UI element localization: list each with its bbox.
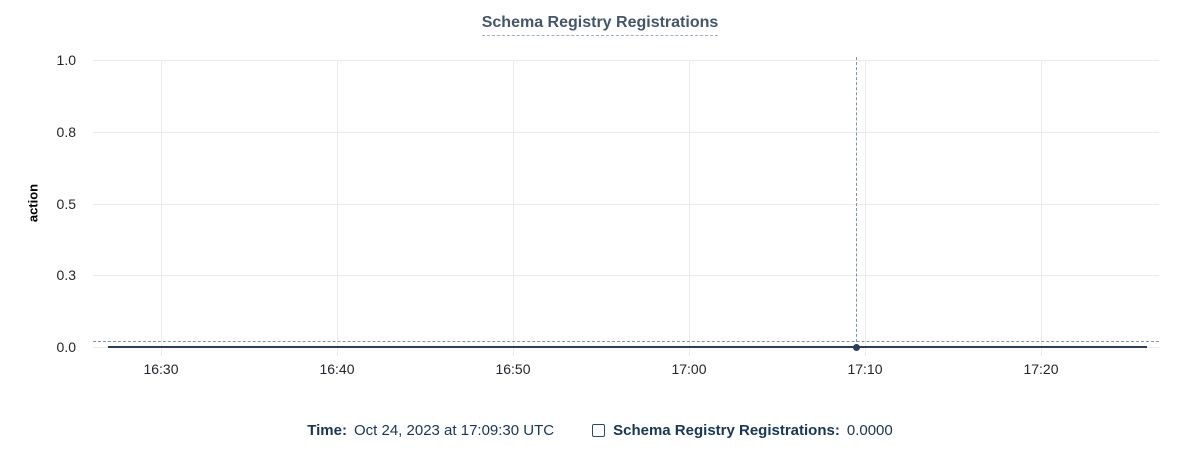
x-grid-line (865, 60, 866, 356)
y-grid-line (93, 275, 1159, 277)
y-tick-label: 0.8 (56, 123, 76, 140)
legend-item: Schema Registry Registrations: 0.0000 (592, 422, 893, 439)
x-tick-label: 16:40 (319, 361, 355, 377)
y-tick-label: 0.3 (56, 267, 76, 284)
legend-series-label[interactable]: Schema Registry Registrations: (613, 421, 840, 439)
series-line (108, 346, 1147, 348)
x-grid-line (161, 60, 162, 356)
x-tick-label: 16:30 (143, 361, 179, 377)
time-label: Time: (307, 421, 347, 439)
x-grid-line (689, 60, 690, 356)
legend-checkbox-icon[interactable] (592, 423, 606, 437)
time-value: Oct 24, 2023 at 17:09:30 UTC (353, 421, 555, 439)
x-tick-label: 17:10 (847, 361, 883, 377)
y-tick-label: 1.0 (56, 52, 76, 68)
x-grid-line (1041, 60, 1042, 356)
cursor-dot (852, 343, 860, 351)
chart-title-text[interactable]: Schema Registry Registrations (481, 13, 719, 36)
y-grid-line (93, 203, 1159, 205)
cursor-vline (856, 57, 858, 347)
x-grid-line (337, 60, 338, 356)
y-grid-line (93, 60, 1159, 61)
chart-footer: Time: Oct 24, 2023 at 17:09:30 UTC Schem… (0, 415, 1200, 445)
legend-series-value: 0.0000 (846, 421, 893, 439)
cursor-time-readout: Time: Oct 24, 2023 at 17:09:30 UTC (307, 422, 554, 439)
y-tick-label: 0.5 (56, 195, 76, 212)
x-tick-label: 17:20 (1023, 361, 1059, 377)
cursor-hline (93, 341, 1159, 342)
chart-title: Schema Registry Registrations (0, 13, 1200, 36)
x-tick-label: 16:50 (495, 361, 531, 377)
y-tick-label: 0.0 (56, 339, 76, 355)
x-grid-line (513, 60, 514, 356)
x-tick-label: 17:00 (671, 361, 707, 377)
plot-area[interactable]: 1.0 0.8 0.5 0.3 0.0 16:30 16:40 16:50 17:00 17:10… (57, 52, 1159, 377)
y-grid-line (93, 131, 1159, 133)
